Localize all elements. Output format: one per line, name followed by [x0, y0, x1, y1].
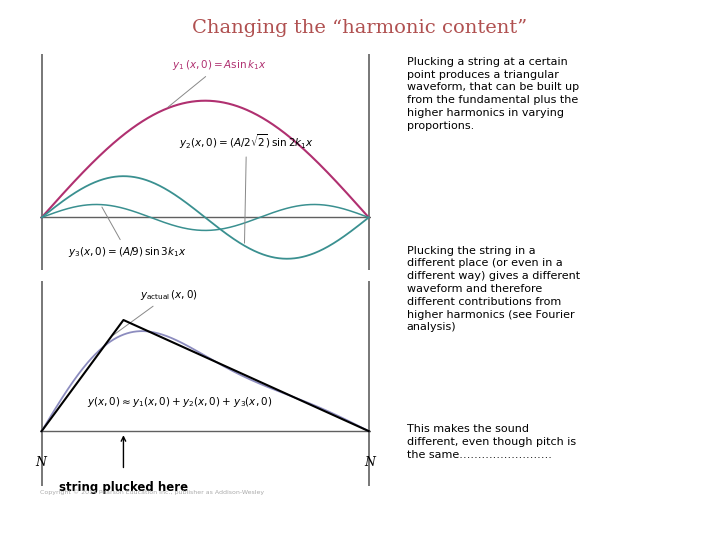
Text: Plucking a string at a certain
point produces a triangular
waveform, that can be: Plucking a string at a certain point pro…: [407, 57, 579, 131]
Text: $y_{\mathrm{actual}}\,(x,0)$: $y_{\mathrm{actual}}\,(x,0)$: [114, 288, 198, 335]
Text: Plucking the string in a
different place (or even in a
different way) gives a di: Plucking the string in a different place…: [407, 246, 580, 333]
Text: N: N: [364, 456, 375, 469]
Text: $y(x,0) \approx y_1(x,0) + y_2(x,0) +\, y_3(x,0)$: $y(x,0) \approx y_1(x,0) + y_2(x,0) +\, …: [87, 395, 273, 409]
Text: Copyright © 2014 Pearson Education Inc., publisher as Addison-Wesley: Copyright © 2014 Pearson Education Inc.,…: [40, 489, 264, 495]
Text: This makes the sound
different, even though pitch is
the same…………………….: This makes the sound different, even tho…: [407, 424, 576, 460]
Text: $y_2(x,0) = (A/2\sqrt{2})\, \sin 2k_1 x$: $y_2(x,0) = (A/2\sqrt{2})\, \sin 2k_1 x$: [179, 133, 314, 243]
Text: $y_3(x,0) = (A/9)\, \sin 3k_1 x$: $y_3(x,0) = (A/9)\, \sin 3k_1 x$: [68, 207, 186, 259]
Text: $y_1\,(x,0) = A \sin k_1 x$: $y_1\,(x,0) = A \sin k_1 x$: [168, 58, 267, 107]
Text: N: N: [35, 456, 46, 469]
Text: string plucked here: string plucked here: [59, 481, 188, 494]
Text: Changing the “harmonic content”: Changing the “harmonic content”: [192, 19, 528, 37]
